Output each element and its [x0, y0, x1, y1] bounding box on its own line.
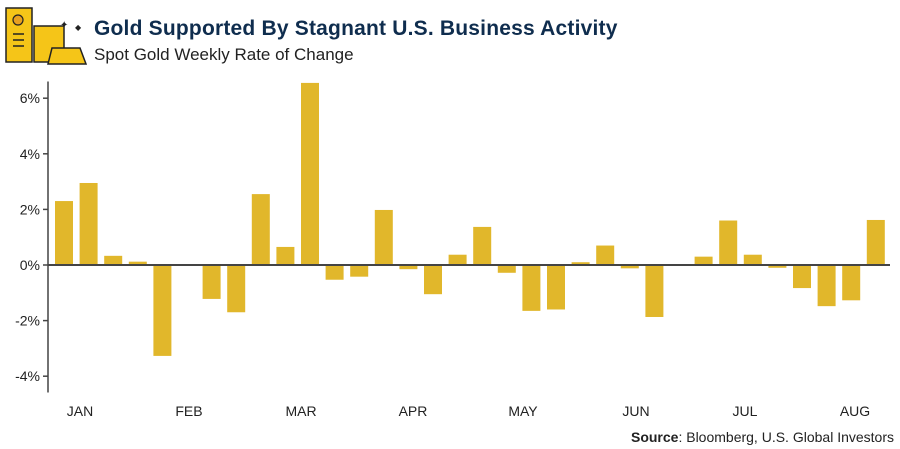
bar — [79, 182, 98, 265]
bar — [55, 201, 73, 265]
bar — [448, 254, 467, 265]
bar — [522, 265, 541, 311]
x-tick-label: MAR — [285, 403, 316, 419]
x-tick-label: JAN — [67, 403, 93, 419]
x-tick-label: APR — [399, 403, 428, 419]
bar — [793, 265, 811, 289]
x-tick-label: MAY — [508, 403, 538, 419]
bar — [866, 219, 885, 265]
y-tick-label: 6% — [20, 90, 40, 106]
gold-bars-icon: ✦ ◆ — [5, 7, 88, 65]
bar — [473, 226, 492, 265]
x-tick-label: FEB — [175, 403, 202, 419]
bar — [251, 194, 270, 265]
bar — [227, 265, 246, 313]
chart-title: Gold Supported By Stagnant U.S. Business… — [94, 17, 618, 40]
y-tick-label: 0% — [20, 257, 40, 273]
bar — [325, 265, 344, 280]
bar — [596, 245, 615, 265]
bar — [424, 265, 442, 295]
y-tick-label: 2% — [20, 201, 40, 217]
bar — [571, 262, 590, 265]
bar — [497, 265, 516, 273]
bar — [104, 255, 123, 265]
svg-text:◆: ◆ — [75, 23, 82, 32]
bar — [620, 265, 639, 269]
bar — [374, 209, 393, 265]
bar — [694, 256, 713, 265]
y-tick-label: -2% — [15, 313, 40, 329]
bar — [645, 265, 664, 317]
svg-text:✦: ✦ — [60, 20, 68, 31]
y-tick-label: 4% — [20, 146, 40, 162]
x-tick-label: AUG — [840, 403, 870, 419]
bar — [128, 261, 147, 265]
source-note: Source: Bloomberg, U.S. Global Investors — [631, 429, 894, 445]
source-label: Source — [630, 429, 679, 445]
bar — [743, 254, 762, 265]
bar — [547, 265, 565, 310]
bar — [276, 246, 295, 265]
y-tick-label: -4% — [15, 368, 40, 384]
chart-subtitle: Spot Gold Weekly Rate of Change — [94, 45, 354, 64]
bar — [817, 265, 836, 307]
bar — [842, 265, 861, 301]
bar — [202, 265, 221, 299]
bar — [768, 265, 787, 268]
bar — [719, 220, 738, 265]
bar — [350, 265, 369, 277]
x-tick-label: JUN — [622, 403, 649, 419]
x-tick-label: JUL — [733, 403, 758, 419]
bar — [301, 82, 319, 265]
source-text: : Bloomberg, U.S. Global Investors — [678, 429, 894, 445]
bar — [399, 265, 418, 270]
bar — [153, 265, 172, 356]
